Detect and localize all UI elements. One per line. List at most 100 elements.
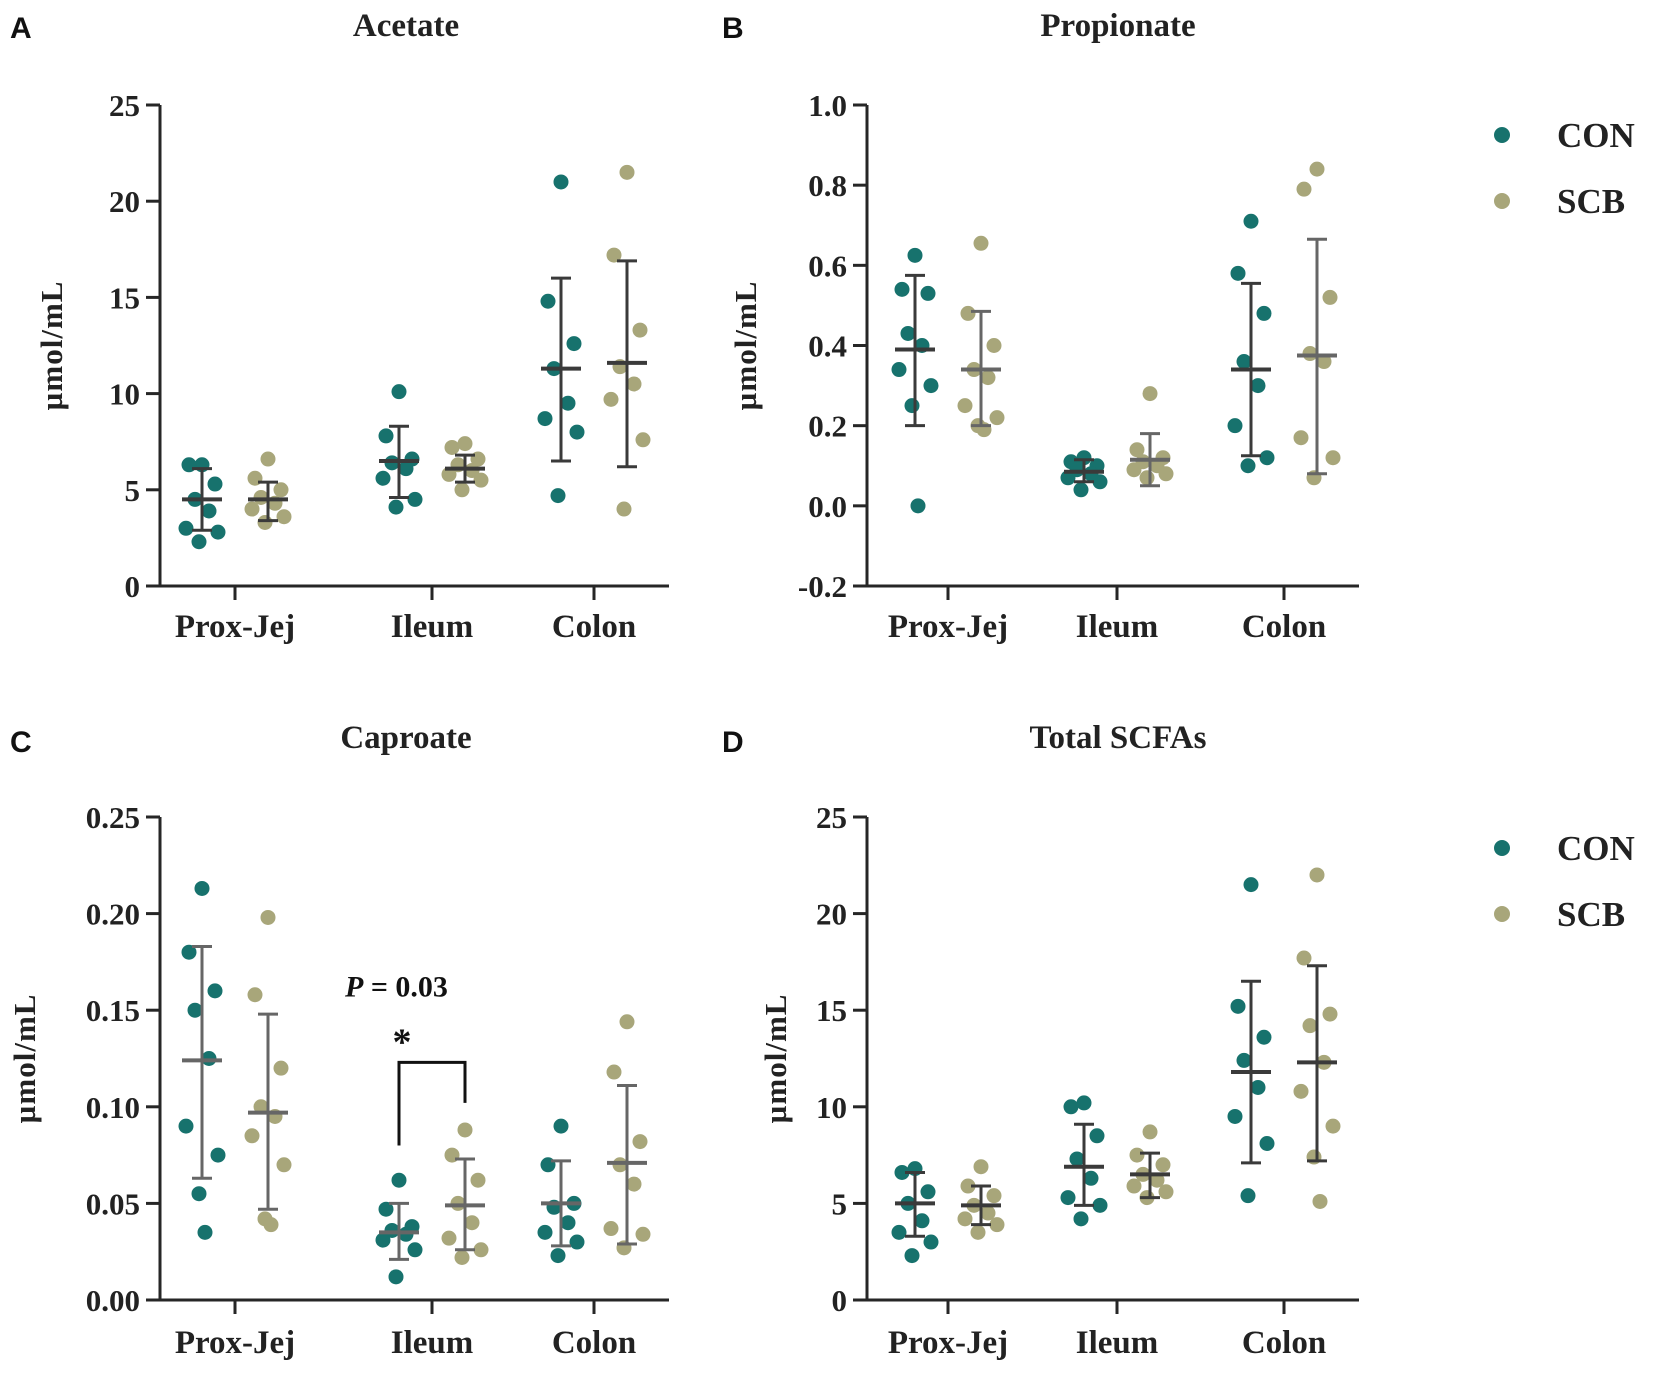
data-point xyxy=(891,362,907,378)
data-point xyxy=(1236,1052,1252,1068)
data-point xyxy=(1240,1188,1256,1204)
data-point xyxy=(1060,470,1076,486)
data-point xyxy=(210,524,226,540)
data-point xyxy=(457,1122,473,1138)
y-tick-label: -0.2 xyxy=(798,569,847,604)
data-point xyxy=(1142,386,1158,402)
data-point xyxy=(253,1099,269,1115)
y-tick-label: 0 xyxy=(125,569,141,604)
series-con xyxy=(178,880,585,1285)
x-tick-label: Colon xyxy=(552,1325,636,1361)
data-point xyxy=(904,398,920,414)
data-point xyxy=(626,376,642,392)
data-point xyxy=(375,470,391,486)
significance-annotation: * P = 0.03 xyxy=(344,971,467,1146)
x-tick-label: Prox-Jej xyxy=(888,609,1008,645)
data-point xyxy=(1227,418,1243,434)
data-point xyxy=(1230,998,1246,1014)
panel-a: A Acetate µmol/mL 0 5 10 15 20 25 Prox-Jej Ileum Co… xyxy=(10,8,669,645)
y-axis-label: µmol/mL xyxy=(758,994,793,1124)
data-point xyxy=(980,1205,996,1221)
data-point xyxy=(907,247,923,263)
series-con xyxy=(178,174,585,550)
data-point xyxy=(1309,867,1325,883)
panel-letter: A xyxy=(10,12,32,45)
data-point xyxy=(537,1224,553,1240)
data-point xyxy=(910,498,926,514)
data-point xyxy=(1302,1018,1318,1034)
data-point xyxy=(1092,474,1108,490)
data-point xyxy=(957,398,973,414)
series-scb xyxy=(244,909,651,1265)
data-point xyxy=(973,235,989,251)
data-point xyxy=(276,1157,292,1173)
y-tick-label: 20 xyxy=(109,184,140,219)
series-con xyxy=(891,213,1275,514)
data-point xyxy=(920,1184,936,1200)
legend-marker xyxy=(1494,193,1510,209)
legend-label: CON xyxy=(1557,116,1635,155)
data-point xyxy=(178,520,194,536)
data-point xyxy=(454,1249,470,1265)
x-tick-label: Ileum xyxy=(391,609,474,645)
series-scb xyxy=(957,867,1341,1240)
data-point xyxy=(441,1230,457,1246)
data-point xyxy=(553,174,569,190)
x-tick-label: Prox-Jej xyxy=(175,1325,295,1361)
data-point xyxy=(273,1060,289,1076)
data-point xyxy=(1126,1178,1142,1194)
panel-title: Caproate xyxy=(340,720,471,756)
data-point xyxy=(923,1234,939,1250)
data-point xyxy=(207,983,223,999)
y-tick-label: 0.00 xyxy=(86,1283,140,1318)
data-point xyxy=(181,944,197,960)
data-point xyxy=(606,247,622,263)
data-point xyxy=(960,1178,976,1194)
x-tick-label: Colon xyxy=(1242,609,1326,645)
series-con xyxy=(891,877,1275,1264)
data-point xyxy=(957,1211,973,1227)
data-point xyxy=(1259,450,1275,466)
series-scb xyxy=(244,164,651,531)
x-tick-label: Colon xyxy=(552,609,636,645)
data-point xyxy=(1063,1099,1079,1115)
data-point xyxy=(619,1014,635,1030)
legend: CON SCB xyxy=(1494,116,1635,221)
data-point xyxy=(1325,1118,1341,1134)
p-value-label: P = 0.03 xyxy=(344,971,448,1004)
data-point xyxy=(1250,378,1266,394)
x-tick-label: Ileum xyxy=(391,1325,474,1361)
data-point xyxy=(973,1159,989,1175)
panel-letter: B xyxy=(722,12,744,45)
data-point xyxy=(1243,877,1259,893)
data-point xyxy=(1083,1170,1099,1186)
data-point xyxy=(960,305,976,321)
y-tick-label: 0.25 xyxy=(86,800,140,835)
data-point xyxy=(1325,450,1341,466)
data-point xyxy=(1129,1147,1145,1163)
data-point xyxy=(260,451,276,467)
data-point xyxy=(1293,1083,1309,1099)
panel-title: Total SCFAs xyxy=(1030,720,1207,756)
data-point xyxy=(986,338,1002,353)
panel-d: D Total SCFAs µmol/mL 0 5 10 15 20 25 Prox-Jej Ile… xyxy=(722,720,1635,1361)
y-axis-label: µmol/mL xyxy=(34,281,69,411)
y-tick-label: 1.0 xyxy=(808,88,847,123)
data-point xyxy=(619,164,635,180)
data-point xyxy=(606,1064,622,1080)
data-point xyxy=(398,461,414,477)
data-point xyxy=(904,1248,920,1264)
significance-bracket xyxy=(397,1060,467,1146)
data-point xyxy=(603,1221,619,1237)
data-point xyxy=(247,987,263,1003)
legend-label: SCB xyxy=(1557,895,1625,934)
data-point xyxy=(1256,305,1272,321)
data-point xyxy=(1076,450,1092,466)
data-point xyxy=(375,1232,391,1248)
data-point xyxy=(980,370,996,386)
data-point xyxy=(1139,470,1155,486)
data-point xyxy=(989,1217,1005,1233)
data-point xyxy=(207,476,223,492)
data-point xyxy=(537,411,553,427)
